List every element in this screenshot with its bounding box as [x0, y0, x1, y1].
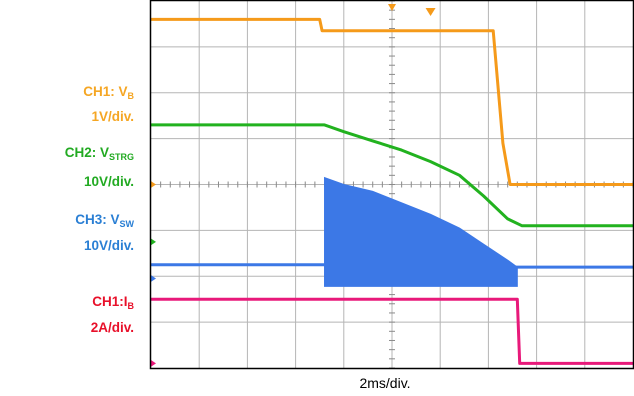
traces [151, 17, 633, 365]
ch4-name: CH1:I [92, 294, 128, 309]
ch2-name: CH2: V [64, 145, 109, 160]
ch2-ground-marker [150, 237, 156, 246]
trigger-level-marker [425, 8, 436, 16]
ch2-subscript: STRG [108, 152, 134, 162]
ch3-ground-marker [150, 274, 156, 283]
ch4-subscript: B [127, 301, 135, 311]
channel-markers [150, 4, 436, 368]
ch3-scale: 10V/div. [83, 238, 134, 253]
oscilloscope-plot [136, 0, 634, 370]
trigger-position-marker [388, 4, 396, 11]
ch3-label: CH3: VSW [75, 210, 134, 234]
ch4-label: CH1:IB [92, 292, 134, 316]
ch4-ground-marker [150, 359, 156, 368]
ch1-name: CH1: V [83, 84, 128, 99]
trace-ch3 [151, 263, 633, 269]
x-axis-label: 2ms/div. [359, 375, 411, 391]
ch1-label: CH1: VB [83, 82, 134, 106]
ch1-scale: 1V/div. [91, 109, 134, 124]
ch3-subscript: SW [119, 219, 135, 229]
ch3-switching-envelope [324, 176, 518, 287]
trace-ch2 [151, 123, 633, 228]
ch4-scale: 2A/div. [90, 320, 134, 335]
ch2-scale: 10V/div. [83, 174, 134, 189]
ch1-ground-marker [150, 180, 156, 189]
trace-ch4 [151, 297, 633, 365]
ch1-subscript: B [127, 91, 135, 101]
ch3-name: CH3: V [75, 212, 120, 227]
ch2-label: CH2: VSTRG [65, 143, 134, 167]
trace-ch1 [151, 17, 633, 186]
